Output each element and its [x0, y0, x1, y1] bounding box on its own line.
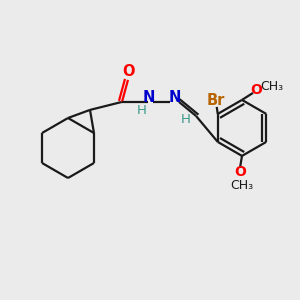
Text: H: H — [137, 104, 147, 117]
Text: Br: Br — [207, 93, 225, 108]
Text: N: N — [143, 90, 155, 105]
Text: N: N — [169, 90, 181, 105]
Text: CH₃: CH₃ — [230, 179, 254, 192]
Text: CH₃: CH₃ — [260, 80, 283, 93]
Text: O: O — [234, 165, 246, 179]
Text: O: O — [250, 83, 262, 97]
Text: O: O — [123, 64, 135, 80]
Text: H: H — [181, 113, 191, 126]
